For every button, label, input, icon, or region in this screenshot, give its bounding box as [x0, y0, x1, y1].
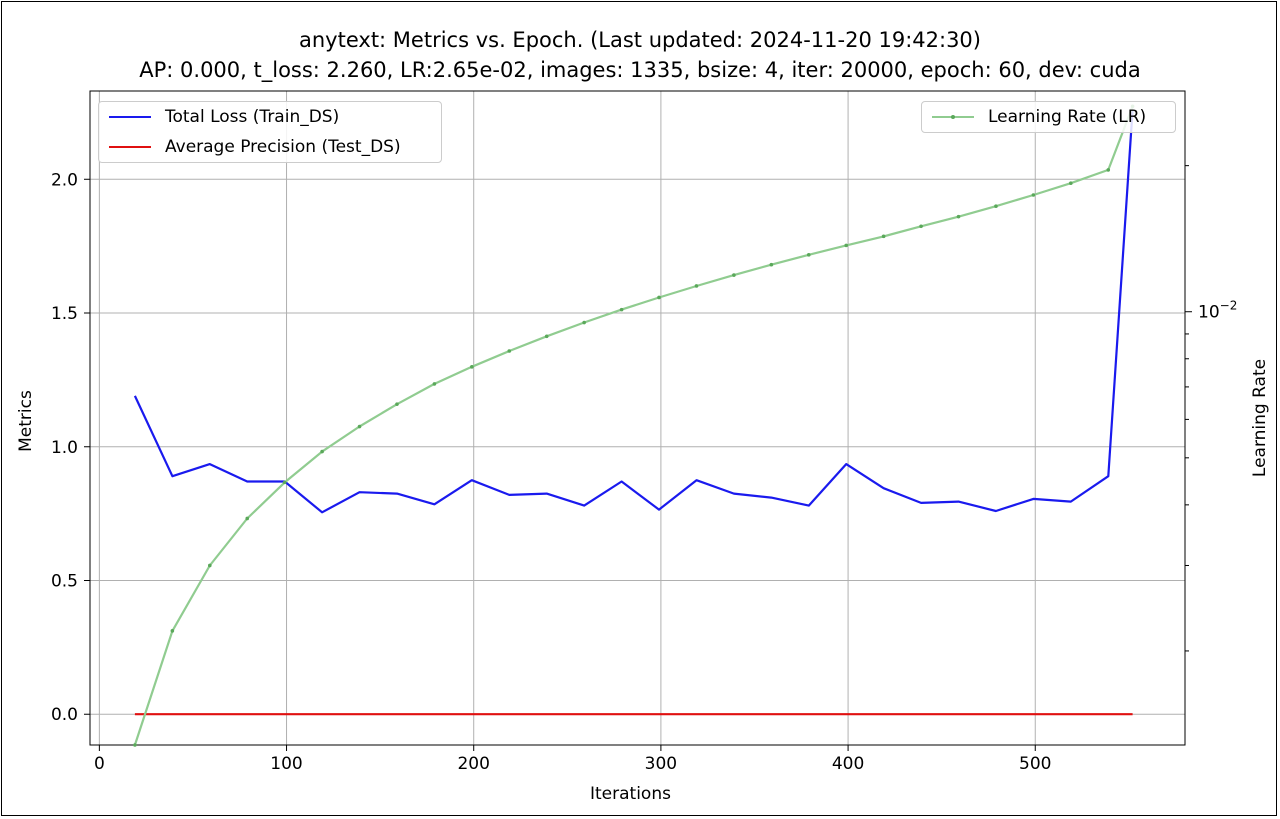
lr-point — [544, 334, 549, 339]
y2-tick-label: 10−2 — [1198, 299, 1237, 323]
legend-swatch-loss — [109, 116, 151, 118]
lr-point — [844, 243, 849, 248]
x-tick-label: 400 — [832, 754, 864, 774]
y2-tick-label-base: 10 — [1198, 303, 1220, 323]
y-tick-label: 1.5 — [51, 304, 78, 324]
legend-item-lr: Learning Rate (LR) — [922, 102, 1175, 132]
legend-left: Total Loss (Train_DS) Average Precision … — [98, 101, 442, 163]
legend-item-ap: Average Precision (Test_DS) — [99, 132, 441, 162]
y-tick-label: 1.0 — [51, 438, 78, 458]
lr-point — [806, 253, 811, 257]
series-line-learning-rate — [133, 105, 1134, 746]
lr-point — [207, 563, 212, 568]
y-tick-label: 0.0 — [51, 705, 78, 725]
x-tick-label: 100 — [270, 754, 302, 774]
x-tick-label: 0 — [94, 754, 105, 774]
legend-item-loss: Total Loss (Train_DS) — [99, 102, 441, 132]
lr-point — [133, 743, 137, 747]
lr-point — [657, 295, 661, 300]
lr-point — [732, 273, 736, 277]
lr-point — [282, 480, 287, 485]
legend-swatch-ap — [109, 146, 151, 148]
x-tick-label: 300 — [645, 754, 677, 774]
lr-point — [470, 365, 474, 369]
legend-label-loss: Total Loss (Train_DS) — [165, 107, 340, 127]
lr-point — [432, 382, 437, 386]
y-tick-label: 0.5 — [51, 571, 78, 591]
y-axis-label: Metrics — [16, 390, 36, 452]
series-line-total-loss — [133, 109, 1134, 514]
lr-point — [994, 204, 998, 208]
lr-point — [1031, 193, 1036, 197]
lr-point — [582, 320, 586, 325]
lr-point — [881, 234, 886, 239]
lr-point — [619, 307, 624, 312]
lr-point — [245, 516, 250, 521]
legend-label-lr: Learning Rate (LR) — [988, 107, 1147, 127]
lr-point — [1069, 181, 1073, 186]
y2-axis-label: Learning Rate — [1250, 358, 1270, 478]
lr-point — [507, 349, 512, 353]
y2-tick-label-exponent: −2 — [1220, 299, 1238, 313]
legend-swatch-lr — [932, 114, 974, 119]
lr-point — [919, 224, 923, 229]
lr-point — [395, 402, 399, 406]
chart-subtitle: AP: 0.000, t_loss: 2.260, LR:2.65e-02, i… — [139, 58, 1141, 82]
lr-point — [357, 424, 362, 429]
lr-point — [320, 449, 324, 454]
lr-point — [956, 214, 961, 219]
legend-label-ap: Average Precision (Test_DS) — [165, 137, 401, 157]
plot-frame — [89, 90, 1186, 746]
lr-point — [170, 629, 175, 633]
chart-title: anytext: Metrics vs. Epoch. (Last update… — [299, 28, 981, 52]
lr-point — [1106, 168, 1111, 172]
legend-right: Learning Rate (LR) — [921, 101, 1176, 133]
y-tick-label: 2.0 — [51, 170, 78, 190]
x-axis-label: Iterations — [590, 784, 671, 804]
x-tick-label: 500 — [1019, 754, 1051, 774]
x-tick-label: 200 — [457, 754, 489, 774]
lr-point — [769, 262, 774, 267]
lr-point — [694, 284, 699, 288]
